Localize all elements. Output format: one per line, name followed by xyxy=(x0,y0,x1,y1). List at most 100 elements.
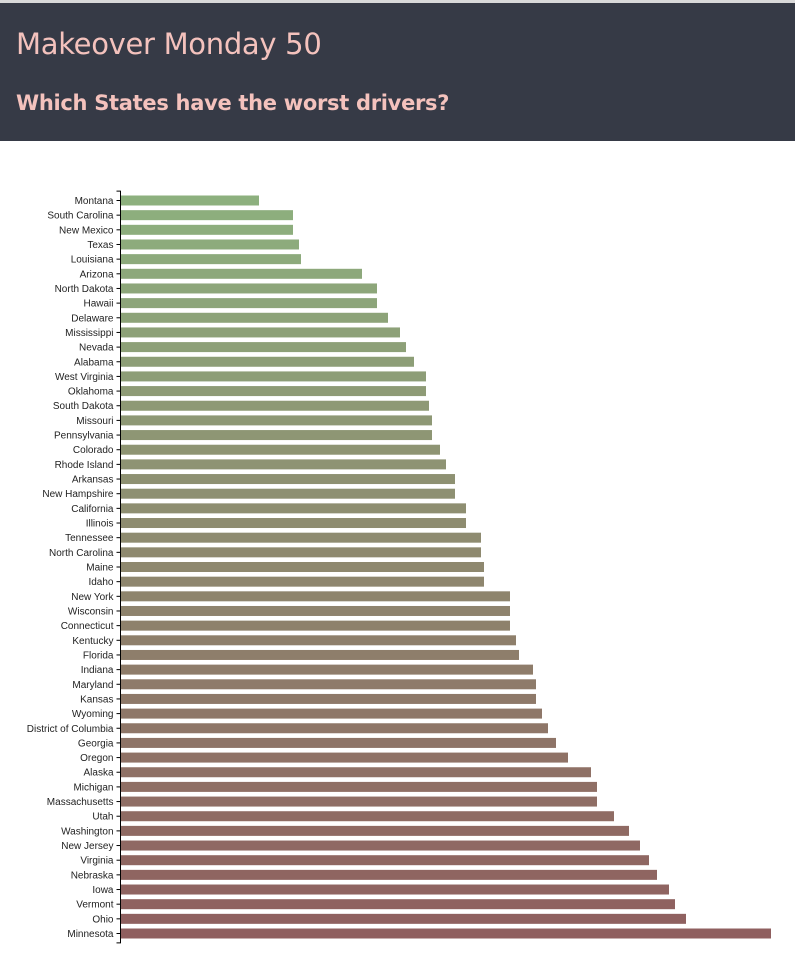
bar-montana xyxy=(121,195,259,206)
bar-virginia xyxy=(121,855,649,866)
bar-florida xyxy=(121,649,519,660)
bar-district-of-columbia xyxy=(121,723,548,734)
bar-california xyxy=(121,503,466,514)
y-tick-label: Wisconsin xyxy=(68,606,114,617)
y-tick-label: Connecticut xyxy=(61,621,114,632)
y-tick-label: Mississippi xyxy=(65,328,113,339)
bar-south-dakota xyxy=(121,400,429,411)
bar-new-mexico xyxy=(121,224,293,235)
bar-nevada xyxy=(121,342,406,353)
y-tick-label: Virginia xyxy=(80,856,114,867)
y-tick-label: Rhode Island xyxy=(55,460,114,471)
y-tick-label: North Carolina xyxy=(49,548,114,559)
y-tick-label: Kansas xyxy=(80,694,113,705)
bar-kentucky xyxy=(121,635,516,646)
bar-north-dakota xyxy=(121,283,377,294)
bar-hawaii xyxy=(121,298,377,309)
bar-nebraska xyxy=(121,869,657,880)
y-tick-label: Nevada xyxy=(79,343,114,354)
bar-north-carolina xyxy=(121,547,481,558)
y-tick-label: Ohio xyxy=(92,914,114,925)
bar-new-hampshire xyxy=(121,488,455,499)
bar-rhode-island xyxy=(121,459,446,470)
y-tick-label: New Jersey xyxy=(61,841,113,852)
bar-oklahoma xyxy=(121,386,426,397)
y-tick-label: Massachusetts xyxy=(47,797,114,808)
y-tick-label: Tennessee xyxy=(65,533,114,544)
page-subtitle: Which States have the worst drivers? xyxy=(16,91,450,115)
y-tick-label: Maine xyxy=(86,563,114,574)
bar-idaho xyxy=(121,576,484,587)
bar-mississippi xyxy=(121,327,400,338)
page-title: Makeover Monday 50 xyxy=(16,27,322,61)
y-tick-label: New Hampshire xyxy=(42,489,114,500)
y-tick-label: Utah xyxy=(92,812,113,823)
y-tick-label: Missouri xyxy=(76,416,113,427)
y-tick-label: Illinois xyxy=(86,519,114,530)
bar-arkansas xyxy=(121,474,455,485)
y-tick-label: Indiana xyxy=(81,665,114,676)
bar-ohio xyxy=(121,913,686,924)
bar-arizona xyxy=(121,268,362,279)
y-tick-label: Michigan xyxy=(73,782,113,793)
bar-west-virginia xyxy=(121,371,426,382)
bar-minnesota xyxy=(121,928,771,939)
y-tick-label: Alabama xyxy=(74,357,114,368)
bar-georgia xyxy=(121,737,556,748)
bar-connecticut xyxy=(121,620,510,631)
header-banner: Makeover Monday 50 Which States have the… xyxy=(0,0,795,141)
bar-texas xyxy=(121,239,299,250)
y-tick-label: South Carolina xyxy=(47,211,114,222)
bar-utah xyxy=(121,811,614,822)
y-tick-label: Wyoming xyxy=(72,709,114,720)
y-tick-label: Maryland xyxy=(72,680,113,691)
y-tick-label: South Dakota xyxy=(53,401,114,412)
bar-colorado xyxy=(121,444,440,455)
bar-maryland xyxy=(121,679,536,690)
y-tick-label: Oklahoma xyxy=(68,387,114,398)
bar-tennessee xyxy=(121,532,481,543)
y-tick-label: Louisiana xyxy=(71,255,114,266)
bar-washington xyxy=(121,825,629,836)
y-tick-label: Oregon xyxy=(80,753,113,764)
bar-indiana xyxy=(121,664,533,675)
bar-massachusetts xyxy=(121,796,597,807)
y-tick-label: Colorado xyxy=(73,445,114,456)
y-tick-label: Georgia xyxy=(78,738,114,749)
bar-alabama xyxy=(121,356,414,367)
bar-kansas xyxy=(121,693,536,704)
y-tick-label: Alaska xyxy=(83,768,113,779)
y-tick-label: New Mexico xyxy=(59,225,114,236)
bar-oregon xyxy=(121,752,568,763)
y-tick-label: Idaho xyxy=(88,577,113,588)
bar-alaska xyxy=(121,767,591,778)
bar-iowa xyxy=(121,884,669,895)
y-tick-label: Hawaii xyxy=(83,299,113,310)
y-tick-label: Kentucky xyxy=(72,636,113,647)
y-tick-label: Texas xyxy=(87,240,113,251)
y-tick-label: Montana xyxy=(75,196,114,207)
bar-south-carolina xyxy=(121,210,293,221)
y-tick-label: Delaware xyxy=(71,313,114,324)
y-tick-label: Nebraska xyxy=(71,870,114,881)
bar-new-york xyxy=(121,591,510,602)
bar-wisconsin xyxy=(121,605,510,616)
y-tick-label: Minnesota xyxy=(67,929,114,940)
bar-louisiana xyxy=(121,254,301,265)
y-tick-label: Arizona xyxy=(80,269,114,280)
bar-maine xyxy=(121,562,484,572)
y-tick-label: New York xyxy=(71,592,114,603)
bar-illinois xyxy=(121,518,466,529)
bar-delaware xyxy=(121,312,388,323)
y-tick-label: Vermont xyxy=(76,900,113,911)
y-tick-label: California xyxy=(71,504,114,515)
y-tick-label: West Virginia xyxy=(55,372,114,383)
bar-pennsylvania xyxy=(121,430,432,441)
bar-vermont xyxy=(121,899,675,910)
bar-new-jersey xyxy=(121,840,640,851)
y-tick-label: North Dakota xyxy=(55,284,114,295)
bar-wyoming xyxy=(121,708,542,719)
y-tick-label: District of Columbia xyxy=(27,724,114,735)
bar-missouri xyxy=(121,415,432,426)
y-tick-label: Washington xyxy=(61,826,113,837)
